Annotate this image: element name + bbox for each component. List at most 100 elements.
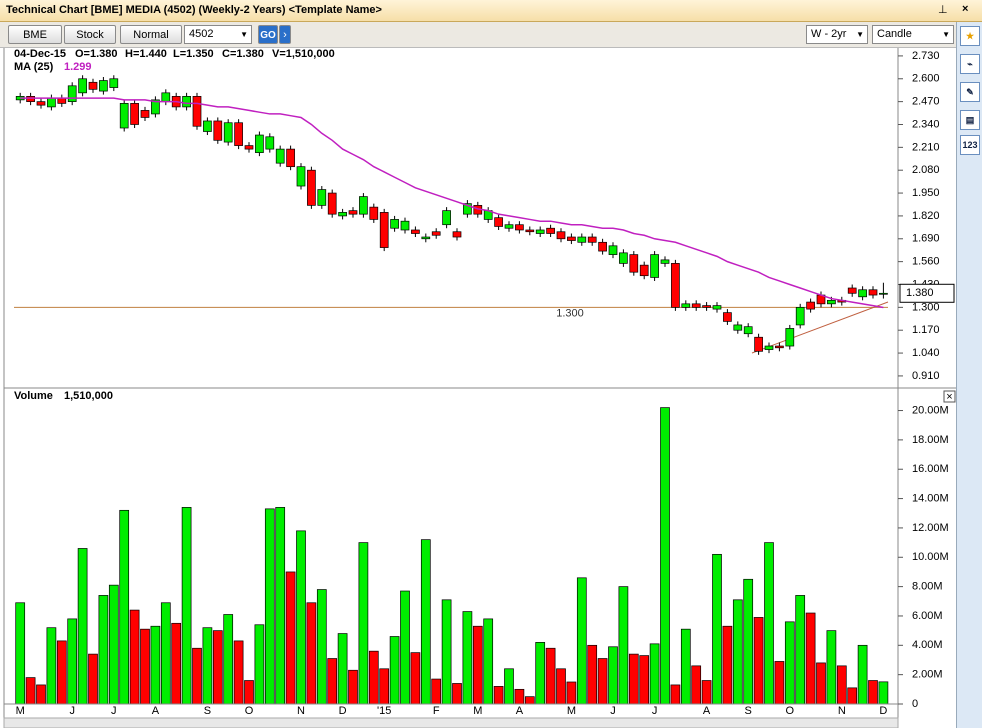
volume-bar — [410, 652, 421, 705]
chart-icon[interactable]: ⌁ — [960, 54, 980, 74]
volume-bar — [171, 622, 182, 705]
candle-body — [847, 287, 857, 294]
candle-body — [369, 206, 379, 220]
volume-bar — [88, 653, 98, 705]
date: 04-Dec-15 — [14, 48, 66, 60]
y-tick-label: 6.00M — [912, 610, 943, 622]
volume-bar — [472, 625, 483, 705]
sidebar: ★ ⌁ ✎ ▤ 123 — [956, 22, 982, 728]
volume-bar — [660, 407, 670, 705]
volume-bar — [743, 578, 754, 705]
candle-body — [338, 212, 347, 217]
volume-bar — [441, 599, 452, 705]
x-tick-label: N — [297, 705, 305, 717]
pin-icon[interactable]: ⊥ — [938, 4, 948, 16]
volume-value: 1,510,000 — [64, 390, 113, 402]
volume-bar — [129, 609, 140, 705]
volume-bar — [805, 612, 816, 705]
y-tick-label: 14.00M — [912, 492, 949, 504]
candle-body — [67, 85, 77, 102]
candle-body — [733, 324, 743, 331]
style-select[interactable]: Candle — [872, 25, 954, 44]
x-tick-label: S — [745, 705, 752, 717]
volume-bar — [67, 618, 78, 705]
candle-body — [463, 203, 472, 215]
volume-bar — [722, 625, 733, 705]
candle-body — [858, 289, 867, 298]
candle-body — [879, 292, 888, 295]
close-icon[interactable]: × — [962, 3, 969, 15]
volume-bar — [618, 586, 629, 705]
candle-body — [400, 220, 410, 231]
volume-bar — [389, 636, 400, 705]
volume-bar — [140, 628, 150, 705]
volume-bar — [36, 684, 46, 705]
candle-body — [639, 264, 649, 277]
volume-bar — [857, 644, 868, 705]
ohlc: O=1.380 — [75, 48, 118, 60]
candle-body — [442, 210, 451, 226]
candle-body — [754, 336, 763, 352]
page-icon[interactable]: ▤ — [960, 110, 980, 130]
button[interactable]: BME — [8, 25, 62, 44]
x-tick-label: J — [652, 705, 658, 717]
y-tick-label: 0.910 — [912, 370, 940, 382]
candle-body — [556, 231, 566, 240]
volume-bar — [368, 650, 379, 705]
volume-bar — [816, 662, 826, 705]
y-tick-label: 20.00M — [912, 404, 949, 416]
num-icon[interactable]: 123 — [960, 135, 980, 155]
volume-bar — [358, 542, 369, 705]
period-select[interactable]: W - 2yr — [806, 25, 868, 44]
volume-bar — [566, 681, 577, 705]
candle-body — [296, 166, 306, 187]
candle-body — [712, 305, 722, 310]
y-tick-label: 1.560 — [912, 256, 940, 268]
candle-body — [868, 289, 878, 296]
title-bar: Technical Chart [BME] MEDIA (4502) (Week… — [0, 0, 982, 22]
close-panel[interactable] — [943, 390, 956, 403]
x-tick-label: O — [245, 705, 254, 717]
y-tick-label: 1.950 — [912, 187, 940, 199]
candle-body — [161, 92, 171, 102]
volume-bar — [878, 681, 889, 705]
candle-body — [546, 227, 555, 234]
draw-icon[interactable]: ✎ — [960, 82, 980, 102]
button[interactable]: Normal — [120, 25, 182, 44]
candle-body — [775, 345, 784, 349]
volume-bar — [77, 548, 88, 705]
volume-bar — [202, 627, 213, 705]
candle-body — [78, 78, 87, 94]
volume-bar — [327, 658, 338, 705]
volume-bar — [753, 617, 764, 705]
x-tick-label: A — [152, 705, 160, 717]
volume-bar — [296, 530, 306, 705]
y-tick-label: 16.00M — [912, 463, 949, 475]
volume-bar — [493, 686, 504, 705]
code-select[interactable]: 4502 — [184, 25, 252, 44]
next-button[interactable]: › — [279, 25, 291, 44]
fav-icon[interactable]: ★ — [960, 26, 980, 46]
x-tick-label: O — [786, 705, 795, 717]
volume-bar — [306, 602, 317, 705]
button[interactable]: Stock — [64, 25, 116, 44]
candle-body — [431, 231, 441, 236]
candle-body — [140, 110, 150, 118]
volume-bar — [712, 553, 722, 705]
volume-bar — [108, 584, 119, 705]
candle-body — [99, 80, 108, 92]
volume-bar — [691, 665, 702, 705]
candle-body — [307, 169, 316, 206]
ma-value: 1.299 — [64, 61, 92, 73]
go-button[interactable]: GO — [258, 25, 278, 44]
volume-bar — [784, 621, 795, 705]
candle-body — [119, 103, 129, 129]
candle-body — [390, 219, 399, 229]
volume-bar — [836, 665, 847, 705]
y-tick-label: 2.210 — [912, 141, 940, 153]
volume-bar — [597, 658, 608, 705]
ohlc: V=1,510,000 — [272, 48, 335, 60]
volume-bar — [254, 624, 265, 705]
y-tick-label: 0 — [912, 698, 918, 710]
